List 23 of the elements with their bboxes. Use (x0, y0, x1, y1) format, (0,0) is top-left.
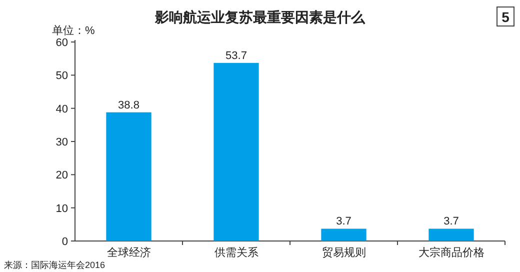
data-label: 3.7 (444, 216, 459, 228)
y-axis-title: 单位：% (52, 24, 95, 37)
y-tick-label: 10 (56, 202, 68, 215)
bar (428, 228, 474, 241)
text: 5 (502, 9, 510, 25)
chart-title: 影响航运业复苏最重要因素是什么 (154, 9, 366, 25)
y-tick-label: 60 (56, 37, 68, 49)
data-label: 53.7 (226, 50, 247, 62)
bar (214, 62, 259, 241)
bar (321, 228, 366, 241)
data-label: 38.8 (118, 99, 140, 112)
source-note: 来源：国际海运年会2016 (4, 260, 106, 270)
y-tick-label: 20 (56, 170, 68, 182)
y-tick-label: 40 (56, 103, 68, 116)
y-tick-label: 0 (62, 236, 68, 248)
x-tick-label: 全球经济 (106, 246, 151, 259)
x-tick-label: 大宗商品价格 (418, 246, 484, 259)
bar (106, 112, 152, 241)
data-label: 3.7 (336, 216, 352, 228)
y-tick-label: 30 (56, 136, 68, 148)
y-tick-label: 50 (56, 70, 68, 82)
x-tick-label: 贸易规则 (322, 246, 366, 259)
x-tick-label: 供需关系 (214, 246, 258, 259)
